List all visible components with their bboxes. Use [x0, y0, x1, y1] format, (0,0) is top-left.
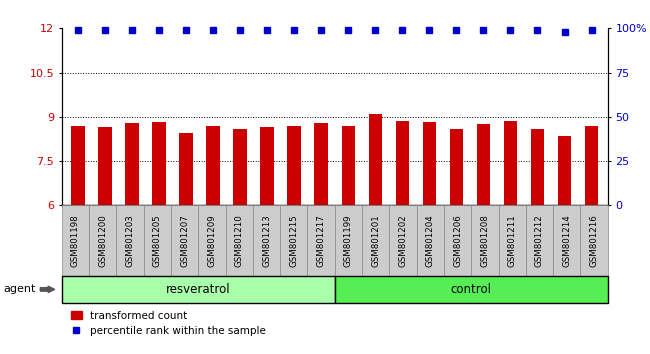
Text: GSM801209: GSM801209	[207, 215, 216, 267]
Bar	[558, 136, 571, 205]
Text: GSM801216: GSM801216	[590, 214, 599, 267]
Bar	[179, 133, 193, 205]
Bar	[396, 121, 409, 205]
Text: GSM801211: GSM801211	[508, 214, 517, 267]
Text: resveratrol: resveratrol	[166, 283, 231, 296]
Bar	[585, 126, 598, 205]
Bar	[315, 123, 328, 205]
Bar	[287, 126, 301, 205]
Bar	[476, 124, 490, 205]
Bar	[530, 129, 544, 205]
Bar	[261, 127, 274, 205]
Bar	[72, 126, 84, 205]
Bar	[152, 122, 166, 205]
Text: GSM801200: GSM801200	[98, 214, 107, 267]
Text: GSM801205: GSM801205	[153, 214, 162, 267]
Bar	[125, 123, 139, 205]
Bar	[450, 129, 463, 205]
Text: GSM801203: GSM801203	[125, 214, 135, 267]
Text: GSM801198: GSM801198	[71, 215, 80, 267]
Bar	[341, 126, 355, 205]
Bar	[98, 127, 112, 205]
Bar	[369, 114, 382, 205]
Bar	[233, 129, 247, 205]
Text: GSM801201: GSM801201	[371, 214, 380, 267]
Text: GSM801199: GSM801199	[344, 215, 353, 267]
Bar	[504, 121, 517, 205]
Text: GSM801217: GSM801217	[317, 214, 326, 267]
Text: GSM801210: GSM801210	[235, 214, 244, 267]
Bar	[206, 126, 220, 205]
Text: control: control	[450, 283, 492, 296]
Text: GSM801215: GSM801215	[289, 214, 298, 267]
Text: GSM801204: GSM801204	[426, 214, 435, 267]
Text: GSM801202: GSM801202	[398, 214, 408, 267]
Text: GSM801206: GSM801206	[453, 214, 462, 267]
Legend: transformed count, percentile rank within the sample: transformed count, percentile rank withi…	[67, 307, 270, 340]
Text: GSM801213: GSM801213	[262, 214, 271, 267]
Text: GSM801208: GSM801208	[480, 214, 489, 267]
Text: agent: agent	[3, 284, 36, 295]
Bar	[422, 122, 436, 205]
Text: GSM801212: GSM801212	[535, 214, 544, 267]
Text: GSM801207: GSM801207	[180, 214, 189, 267]
Text: GSM801214: GSM801214	[562, 214, 571, 267]
